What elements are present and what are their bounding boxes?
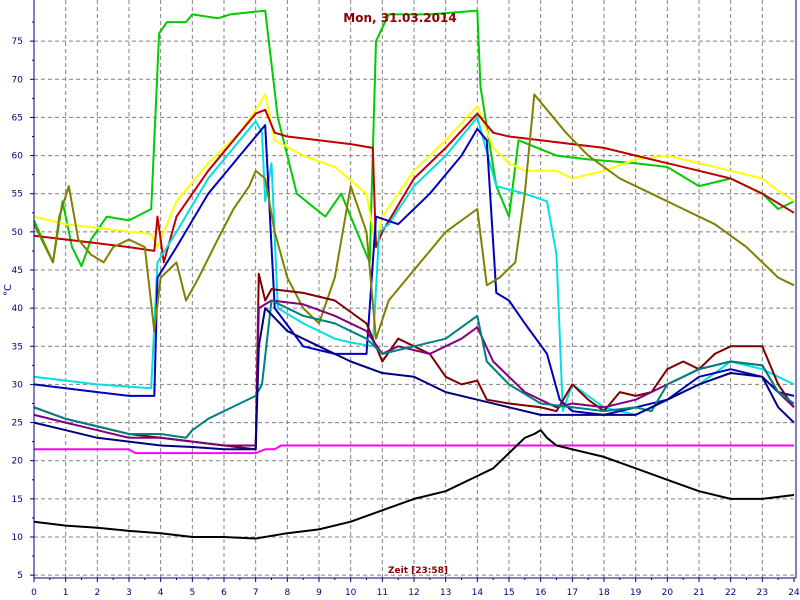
x-tick-label: 1 xyxy=(63,588,69,598)
series-line-3 xyxy=(33,108,795,264)
series-line-11 xyxy=(34,444,794,455)
x-tick-label: 24 xyxy=(788,588,800,598)
x-tick-label: 18 xyxy=(598,588,610,598)
y-tick-label: 20 xyxy=(12,457,24,467)
y-tick-label: 75 xyxy=(12,37,23,47)
y-tick-label: 55 xyxy=(12,190,23,200)
y-tick-label: 45 xyxy=(12,266,23,276)
y-tick-label: 10 xyxy=(12,533,24,543)
series-line-1 xyxy=(33,9,795,268)
chart-title: Mon, 31.03.2014 xyxy=(343,11,456,25)
series-line-10 xyxy=(33,307,795,451)
x-tick-label: 22 xyxy=(725,588,736,598)
y-tick-label: 35 xyxy=(12,342,23,352)
y-tick-label: 25 xyxy=(12,419,23,429)
x-tick-label: 8 xyxy=(284,588,290,598)
y-tick-label: 30 xyxy=(12,380,24,390)
y-tick-label: 40 xyxy=(12,304,24,314)
x-tick-label: 15 xyxy=(503,588,514,598)
y-tick-label: 15 xyxy=(12,495,23,505)
x-tick-label: 19 xyxy=(630,588,642,598)
series-line-9 xyxy=(33,299,795,439)
x-tick-label: 17 xyxy=(567,588,578,598)
x-tick-label: 9 xyxy=(316,588,322,598)
x-tick-label: 6 xyxy=(221,588,227,598)
x-tick-label: 4 xyxy=(158,588,164,598)
x-tick-label: 11 xyxy=(377,588,388,598)
y-tick-label: 5 xyxy=(17,571,23,581)
y-axis-label: °C xyxy=(3,284,14,296)
x-tick-label: 13 xyxy=(440,588,451,598)
x-tick-label: 12 xyxy=(408,588,419,598)
series-line-2 xyxy=(33,93,795,249)
plot-background xyxy=(34,0,796,578)
x-tick-label: 23 xyxy=(757,588,768,598)
y-tick-label: 70 xyxy=(12,75,24,85)
series-layer xyxy=(33,9,795,540)
y-tick-label: 50 xyxy=(12,228,24,238)
y-tick-label: 65 xyxy=(12,113,23,123)
x-tick-label: 20 xyxy=(662,588,674,598)
axes: 0 1 2 3 4 5 6 7 8 9 10 11 12 13 14 15 16 17 18 19 20 21 22 23 24… xyxy=(12,0,800,598)
x-tick-label: 14 xyxy=(472,588,484,598)
x-tick-label: 16 xyxy=(535,588,547,598)
x-tick-label: 3 xyxy=(126,588,132,598)
x-tick-label: 10 xyxy=(345,588,357,598)
x-axis-label: Zeit [23:58] xyxy=(388,566,448,576)
x-tick-label: 2 xyxy=(94,588,100,598)
x-tick-label: 0 xyxy=(31,588,37,598)
x-tick-label: 7 xyxy=(253,588,259,598)
series-line-12 xyxy=(33,429,795,540)
series-line-6 xyxy=(33,93,795,340)
series-line-5 xyxy=(33,124,795,416)
x-tick-label: 21 xyxy=(693,588,704,598)
x-tick-label: 5 xyxy=(189,588,195,598)
y-tick-label: 60 xyxy=(12,152,24,162)
